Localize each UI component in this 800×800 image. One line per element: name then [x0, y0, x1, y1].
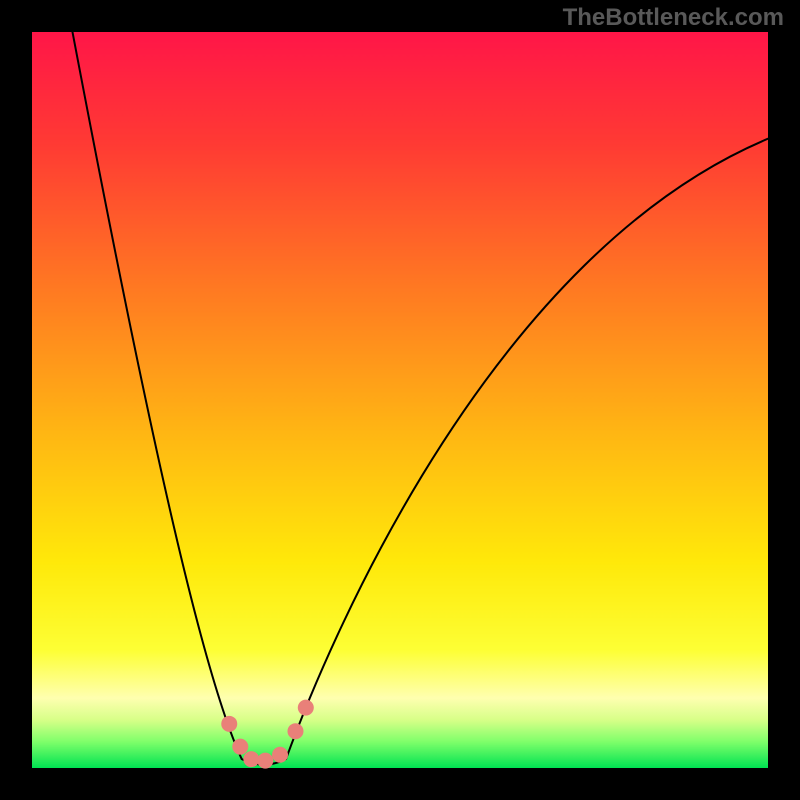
v-curve-path	[72, 32, 768, 765]
valley-marker	[221, 716, 237, 732]
valley-marker	[243, 751, 259, 767]
valley-marker	[232, 739, 248, 755]
valley-marker	[257, 753, 273, 769]
bottleneck-curve-layer	[0, 0, 800, 800]
chart-stage: TheBottleneck.com	[0, 0, 800, 800]
valley-marker	[287, 723, 303, 739]
watermark-text: TheBottleneck.com	[563, 4, 784, 32]
valley-marker	[298, 700, 314, 716]
valley-marker	[272, 747, 288, 763]
